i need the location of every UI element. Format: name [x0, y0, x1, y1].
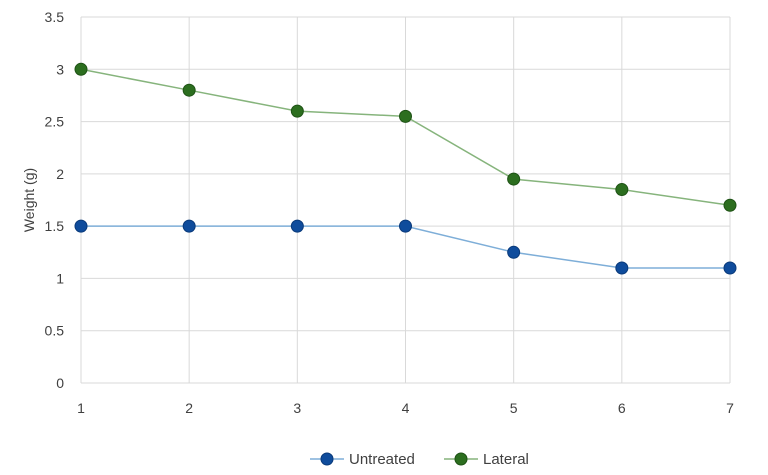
- x-tick-label: 3: [293, 400, 301, 416]
- data-point: [399, 219, 412, 233]
- x-tick-label: 2: [185, 400, 193, 416]
- y-axis-ticks: 0 0.5 1 1.5 2 2.5 3 3.5: [45, 9, 65, 391]
- y-tick-label: 3.5: [45, 9, 65, 25]
- y-tick-label: 2: [56, 166, 64, 182]
- x-tick-label: 1: [77, 400, 85, 416]
- series-lateral: [74, 62, 737, 212]
- data-point: [615, 183, 629, 197]
- data-point: [74, 219, 88, 233]
- data-point: [290, 104, 304, 118]
- data-point: [723, 198, 737, 212]
- legend-item-lateral: Lateral: [444, 451, 529, 468]
- x-tick-label: 6: [618, 400, 626, 416]
- x-tick-label: 7: [726, 400, 734, 416]
- data-point: [399, 109, 412, 123]
- x-tick-label: 4: [402, 400, 410, 416]
- y-axis-label: Weight (g): [21, 168, 37, 232]
- y-tick-label: 1: [56, 270, 64, 286]
- data-point: [507, 245, 521, 259]
- y-tick-label: 2.5: [45, 114, 65, 130]
- x-axis-ticks: 1 2 3 4 5 6 7: [77, 400, 734, 416]
- legend-marker: [454, 452, 468, 466]
- data-point: [182, 219, 196, 233]
- gridlines: [80, 16, 731, 384]
- legend: Untreated Lateral: [310, 451, 529, 468]
- data-point: [507, 172, 521, 186]
- y-tick-label: 0.5: [45, 323, 65, 339]
- data-point: [182, 83, 196, 97]
- legend-item-untreated: Untreated: [310, 451, 415, 468]
- y-tick-label: 0: [56, 375, 64, 391]
- series-untreated: [74, 219, 737, 275]
- y-tick-label: 3: [56, 61, 64, 77]
- y-tick-label: 1.5: [45, 218, 65, 234]
- legend-label: Untreated: [349, 451, 415, 468]
- series-group: [74, 62, 737, 275]
- data-point: [615, 261, 629, 275]
- data-point: [290, 219, 304, 233]
- x-tick-label: 5: [510, 400, 518, 416]
- data-point: [74, 62, 88, 76]
- legend-label: Lateral: [483, 451, 529, 468]
- legend-marker: [320, 452, 334, 466]
- data-point: [723, 261, 737, 275]
